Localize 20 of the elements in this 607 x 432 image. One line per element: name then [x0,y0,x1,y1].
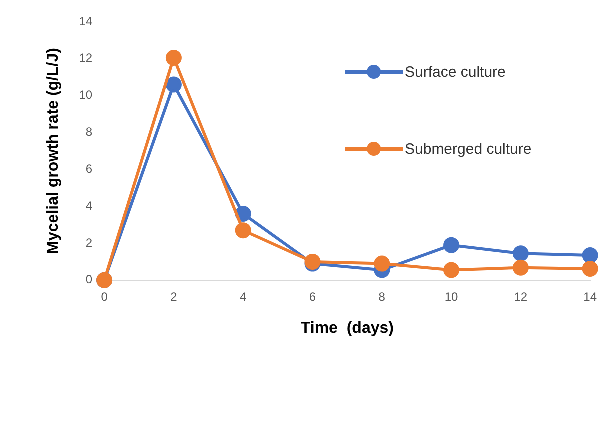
x-axis-title: Time (days) [300,320,394,337]
y-axis-title: Mycelial growth rate (g/L/J) [45,48,62,254]
x-tick-label: 14 [584,290,598,304]
legend-label: Surface culture [405,64,506,80]
x-tick-label: 2 [170,290,178,304]
x-tick-label: 6 [309,290,316,304]
y-tick-label: 6 [86,162,93,176]
x-tick-label: 8 [378,290,386,304]
x-tick-label: 0 [101,290,108,304]
y-tick-label: 8 [86,125,93,140]
y-tick-label: 2 [86,236,93,250]
y-tick-label: 12 [79,51,93,66]
y-tick-label: 4 [86,198,93,213]
x-tick-label: 12 [514,290,528,304]
x-tick-label: 4 [240,290,247,304]
x-tick-label: 10 [444,290,459,304]
y-tick-label: 0 [86,272,93,287]
y-tick-label: 10 [79,88,93,102]
y-tick-label: 14 [79,14,93,28]
legend-label: Submerged culture [405,140,532,158]
